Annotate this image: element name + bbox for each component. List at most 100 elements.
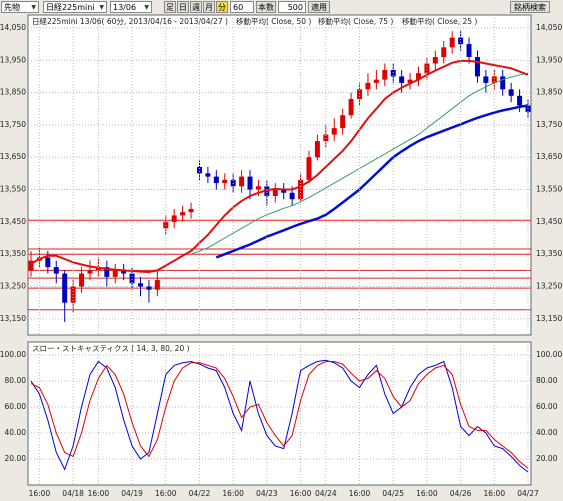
y-tick-label: 13,250 [0, 282, 26, 291]
interval-input[interactable]: 60 [230, 1, 254, 13]
candle-body [466, 44, 472, 58]
candle-body [222, 179, 228, 184]
period-button[interactable]: 週 [190, 1, 202, 13]
candle-body [407, 79, 413, 83]
y-tick-label: 20.00 [5, 454, 27, 463]
candle-body [289, 192, 295, 200]
candle-body [306, 157, 312, 180]
candle-body [138, 283, 144, 287]
x-tick-label: 04/25 [382, 489, 404, 498]
candle-body [348, 99, 354, 116]
candle-body [104, 267, 110, 277]
y-tick-label: 13,950 [536, 55, 562, 64]
candle-body [121, 270, 127, 274]
candle-body [458, 37, 464, 45]
main-plot [27, 14, 532, 336]
candle-body [314, 141, 320, 158]
y-tick-label: 13,450 [0, 217, 26, 226]
y-tick-label: 13,150 [536, 314, 562, 323]
y-tick-label: 13,350 [536, 249, 562, 258]
y-tick-label: 100.00 [0, 350, 26, 359]
candle-body [87, 270, 93, 274]
contract-select[interactable]: 13/06 [110, 1, 152, 13]
apply-button[interactable]: 適用 [308, 1, 330, 13]
stochastic-line [30, 361, 529, 469]
candle-body [483, 76, 489, 83]
x-tick-label: 04/26 [450, 489, 472, 498]
candle-body [424, 63, 430, 74]
candle-body [188, 208, 194, 213]
candle-body [323, 134, 329, 142]
candle-body [491, 76, 497, 83]
legend-entry: 移動平均( Close, 75 ) [318, 16, 393, 26]
y-tick-label: 60.00 [536, 402, 558, 411]
chart-title: 日経225mini 13/06( 60分, 2013/04/16 - 2013/… [32, 16, 228, 26]
moving-average [215, 104, 529, 259]
candle-body [474, 57, 480, 77]
candle-body [373, 79, 379, 83]
y-tick-label: 60.00 [5, 402, 27, 411]
search-button[interactable]: 銘柄検索 [510, 1, 550, 13]
candle-body [357, 89, 363, 100]
y-tick-label: 100.00 [536, 350, 562, 359]
y-tick-label: 13,450 [536, 217, 562, 226]
y-tick-label: 14,050 [536, 23, 562, 32]
x-tick-label: 04/22 [189, 489, 211, 498]
candle-body [45, 257, 51, 268]
candle-body [112, 270, 118, 277]
x-tick-label: 16:00 [290, 489, 312, 498]
candle-body [171, 215, 177, 222]
candle-body [517, 95, 523, 106]
y-tick-label: 13,650 [536, 152, 562, 161]
x-tick-label: 04/19 [121, 489, 143, 498]
stoch-plot [27, 341, 532, 486]
count-input[interactable]: 500 [278, 1, 306, 13]
candle-body [500, 76, 506, 90]
period-button[interactable]: 日 [177, 1, 189, 13]
moving-average [30, 59, 529, 274]
y-tick-label: 13,750 [536, 120, 562, 129]
y-tick-label: 40.00 [536, 428, 558, 437]
y-tick-label: 80.00 [536, 376, 558, 385]
stochastic-line [30, 359, 529, 473]
candle-body [129, 273, 135, 284]
y-tick-label: 13,250 [536, 282, 562, 291]
period-button[interactable]: 月 [203, 1, 215, 13]
candle-body [213, 176, 219, 184]
candle-body [399, 76, 405, 83]
x-tick-label: 16:00 [416, 489, 438, 498]
y-tick-label: 13,550 [536, 185, 562, 194]
candle-body [449, 37, 455, 48]
x-tick-label: 16:00 [29, 489, 51, 498]
y-tick-label: 13,650 [0, 152, 26, 161]
legend-entry: 移動平均( Close, 25 ) [402, 16, 477, 26]
x-tick-label: 16:00 [349, 489, 371, 498]
market-select[interactable]: 先物 [1, 1, 39, 13]
candle-body [53, 267, 59, 274]
candle-body [62, 273, 68, 303]
y-tick-label: 13,950 [0, 55, 26, 64]
bar-label: 足 [164, 1, 176, 13]
x-tick-label: 16:00 [483, 489, 505, 498]
candle-body [441, 47, 447, 58]
symbol-select[interactable]: 日経225mini [43, 1, 107, 13]
x-tick-label: 16:00 [88, 489, 110, 498]
candle-body [196, 166, 202, 174]
candle-body [432, 57, 438, 64]
candle-body [281, 189, 287, 193]
candle-body [247, 176, 253, 190]
y-tick-label: 13,850 [0, 88, 26, 97]
y-tick-label: 13,850 [536, 88, 562, 97]
candle-body [146, 286, 152, 290]
candle-body [79, 273, 85, 287]
y-tick-label: 20.00 [536, 454, 558, 463]
legend-entry: 移動平均( Close, 50 ) [236, 16, 311, 26]
candle-body [154, 280, 160, 290]
x-tick-label: 16:00 [155, 489, 177, 498]
candle-body [340, 115, 346, 129]
y-tick-label: 13,550 [0, 185, 26, 194]
x-tick-label: 04/24 [315, 489, 337, 498]
candle-body [508, 89, 514, 96]
period-button[interactable]: 分 [216, 1, 228, 13]
